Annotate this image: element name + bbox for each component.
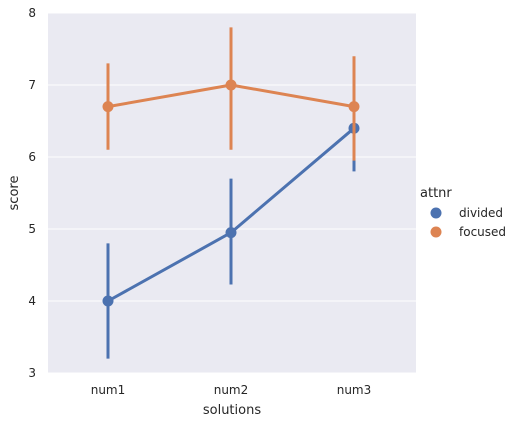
legend-marker-focused xyxy=(430,226,442,238)
legend: attnr divided focused xyxy=(420,186,506,239)
x-tick-labels: num1 num2 num3 xyxy=(91,383,372,397)
point-divided-num1 xyxy=(102,295,114,307)
y-tick-label-5: 8 xyxy=(28,6,36,20)
y-tick-label-3: 6 xyxy=(28,150,36,164)
series xyxy=(102,27,360,359)
point-divided-num2 xyxy=(225,227,237,239)
series-focused xyxy=(102,27,360,161)
point-focused-num2 xyxy=(225,79,237,91)
x-tick-label-num1: num1 xyxy=(91,383,126,397)
series-divided xyxy=(102,122,360,359)
legend-marker-divided xyxy=(430,207,442,219)
y-tick-label-4: 7 xyxy=(28,78,36,92)
y-tick-labels: 3 4 5 6 7 8 xyxy=(28,6,36,380)
point-focused-num3 xyxy=(348,101,360,113)
point-focused-num1 xyxy=(102,101,114,113)
x-tick-label-num3: num3 xyxy=(337,383,372,397)
y-tick-label-0: 3 xyxy=(28,366,36,380)
legend-title: attnr xyxy=(420,186,452,201)
y-tick-label-2: 5 xyxy=(28,222,36,236)
y-tick-label-1: 4 xyxy=(28,294,36,308)
legend-label-focused: focused xyxy=(459,225,506,239)
x-tick-label-num2: num2 xyxy=(214,383,249,397)
x-axis-label: solutions xyxy=(203,403,261,418)
y-axis-label: score xyxy=(7,176,22,211)
legend-label-divided: divided xyxy=(459,206,503,220)
